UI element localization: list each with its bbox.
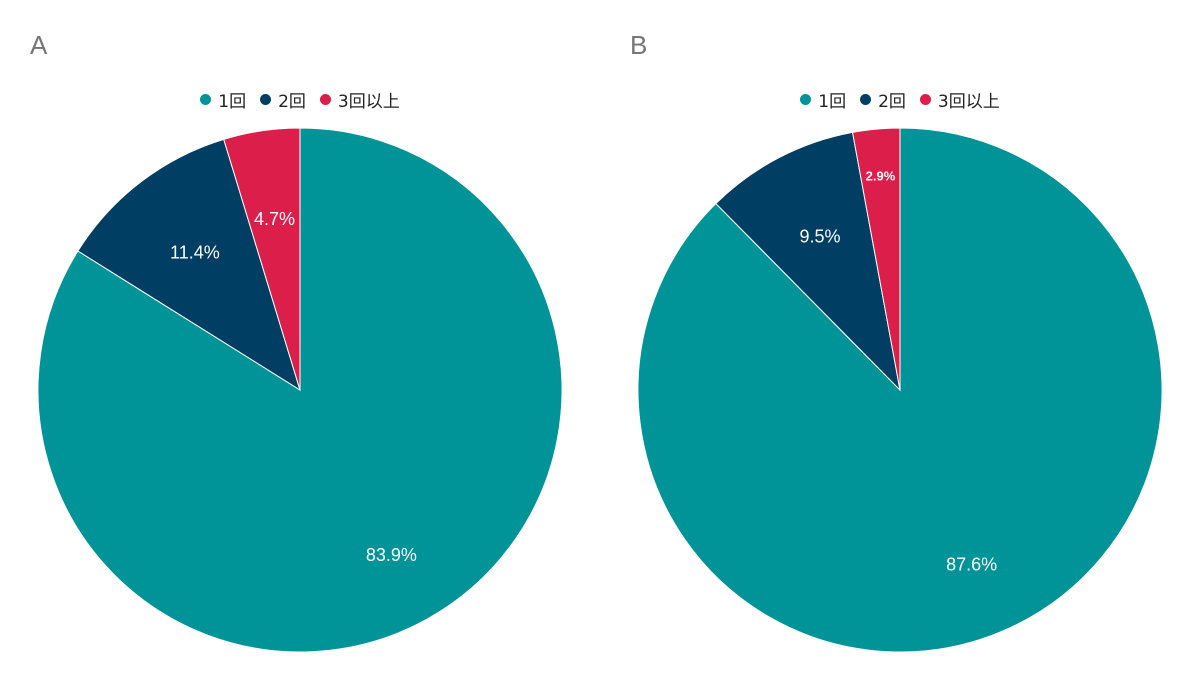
legend-label: 2回	[878, 92, 906, 112]
pie-slice	[37, 127, 563, 653]
legend-item: 1回	[800, 87, 846, 112]
pie-slice	[851, 127, 901, 391]
legend-marker	[800, 94, 812, 105]
legend-item: 2回	[860, 87, 906, 112]
legend-label: 1回	[218, 92, 247, 112]
chart-panel-b: B 1回 2回 3回以上 87.6% 9.5% 2.9%	[600, 0, 1200, 682]
pie-chart: 83.9% 11.4% 4.7%	[37, 127, 563, 653]
legend-item: 3回以上	[919, 87, 1000, 112]
legend-label: 3回以上	[337, 92, 400, 112]
slice-data-label: 87.6%	[946, 555, 997, 575]
legend-label: 1回	[818, 92, 847, 112]
legend-item: 1回	[200, 87, 246, 112]
panel-label: A	[30, 30, 48, 60]
slice-data-label: 4.7%	[254, 209, 295, 229]
pie-slice	[715, 131, 901, 392]
legend-marker	[200, 94, 212, 105]
legend-marker	[860, 94, 872, 105]
slice-data-label: 2.9%	[866, 169, 896, 184]
legend-marker	[260, 94, 272, 105]
panel-label: B	[630, 30, 648, 60]
slice-data-label: 11.4%	[170, 243, 220, 263]
legend-item: 2回	[260, 87, 306, 112]
legend-marker	[919, 94, 931, 105]
pie-chart: 87.6% 9.5% 2.9%	[637, 127, 1163, 653]
pie-slice	[223, 127, 301, 391]
legend: 1回 2回 3回以上	[600, 87, 1200, 112]
legend-label: 3回以上	[937, 92, 1000, 112]
slice-data-label: 9.5%	[800, 227, 841, 247]
legend-marker	[319, 94, 331, 105]
chart-panel-a: A 1回 2回 3回以上 83.9% 11.4% 4.7%	[0, 30, 600, 653]
legend-label: 2回	[278, 92, 306, 112]
legend: 1回 2回 3回以上	[0, 87, 600, 112]
legend-item: 3回以上	[319, 87, 400, 112]
pie-slice	[77, 138, 301, 392]
slice-data-label: 83.9%	[366, 545, 417, 565]
